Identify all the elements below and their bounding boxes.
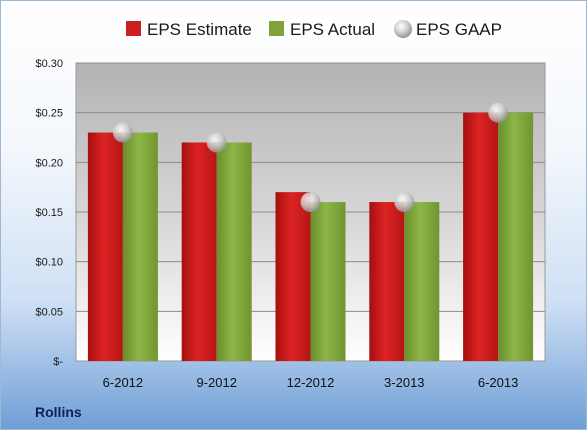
- legend-label: EPS GAAP: [416, 20, 502, 39]
- x-tick-label: 6-2012: [103, 375, 143, 390]
- legend-swatch: [126, 21, 141, 36]
- y-tick-label: $0.15: [35, 207, 63, 219]
- company-name: Rollins: [35, 404, 82, 420]
- legend-swatch: [394, 20, 412, 38]
- legend-label: EPS Actual: [290, 20, 375, 39]
- bar-eps-estimate: [463, 112, 499, 362]
- bar-eps-estimate: [181, 142, 217, 361]
- bar-eps-estimate: [369, 202, 405, 361]
- y-tick-label: $0.20: [35, 157, 63, 169]
- marker-eps-gaap: [488, 102, 509, 123]
- bar-eps-actual: [122, 132, 158, 361]
- bar-eps-estimate: [87, 132, 123, 361]
- x-tick-label: 3-2013: [384, 375, 424, 390]
- x-tick-label: 12-2012: [287, 375, 335, 390]
- bar-eps-actual: [404, 202, 440, 361]
- marker-eps-gaap: [112, 122, 133, 143]
- x-tick-label: 9-2012: [196, 375, 236, 390]
- marker-eps-gaap: [206, 132, 227, 153]
- legend-label: EPS Estimate: [147, 20, 252, 39]
- y-tick-label: $0.05: [35, 306, 63, 318]
- legend-swatch: [269, 21, 284, 36]
- y-tick-label: $0.30: [35, 58, 63, 70]
- y-tick-label: $0.25: [35, 108, 63, 120]
- bar-eps-actual: [216, 142, 252, 361]
- marker-eps-gaap: [300, 192, 321, 213]
- y-tick-label: $-: [53, 356, 63, 368]
- marker-eps-gaap: [394, 192, 415, 213]
- bar-eps-actual: [498, 112, 534, 362]
- bar-eps-actual: [310, 202, 346, 361]
- y-tick-label: $0.10: [35, 257, 63, 269]
- bar-eps-estimate: [275, 192, 311, 361]
- x-tick-label: 6-2013: [478, 375, 518, 390]
